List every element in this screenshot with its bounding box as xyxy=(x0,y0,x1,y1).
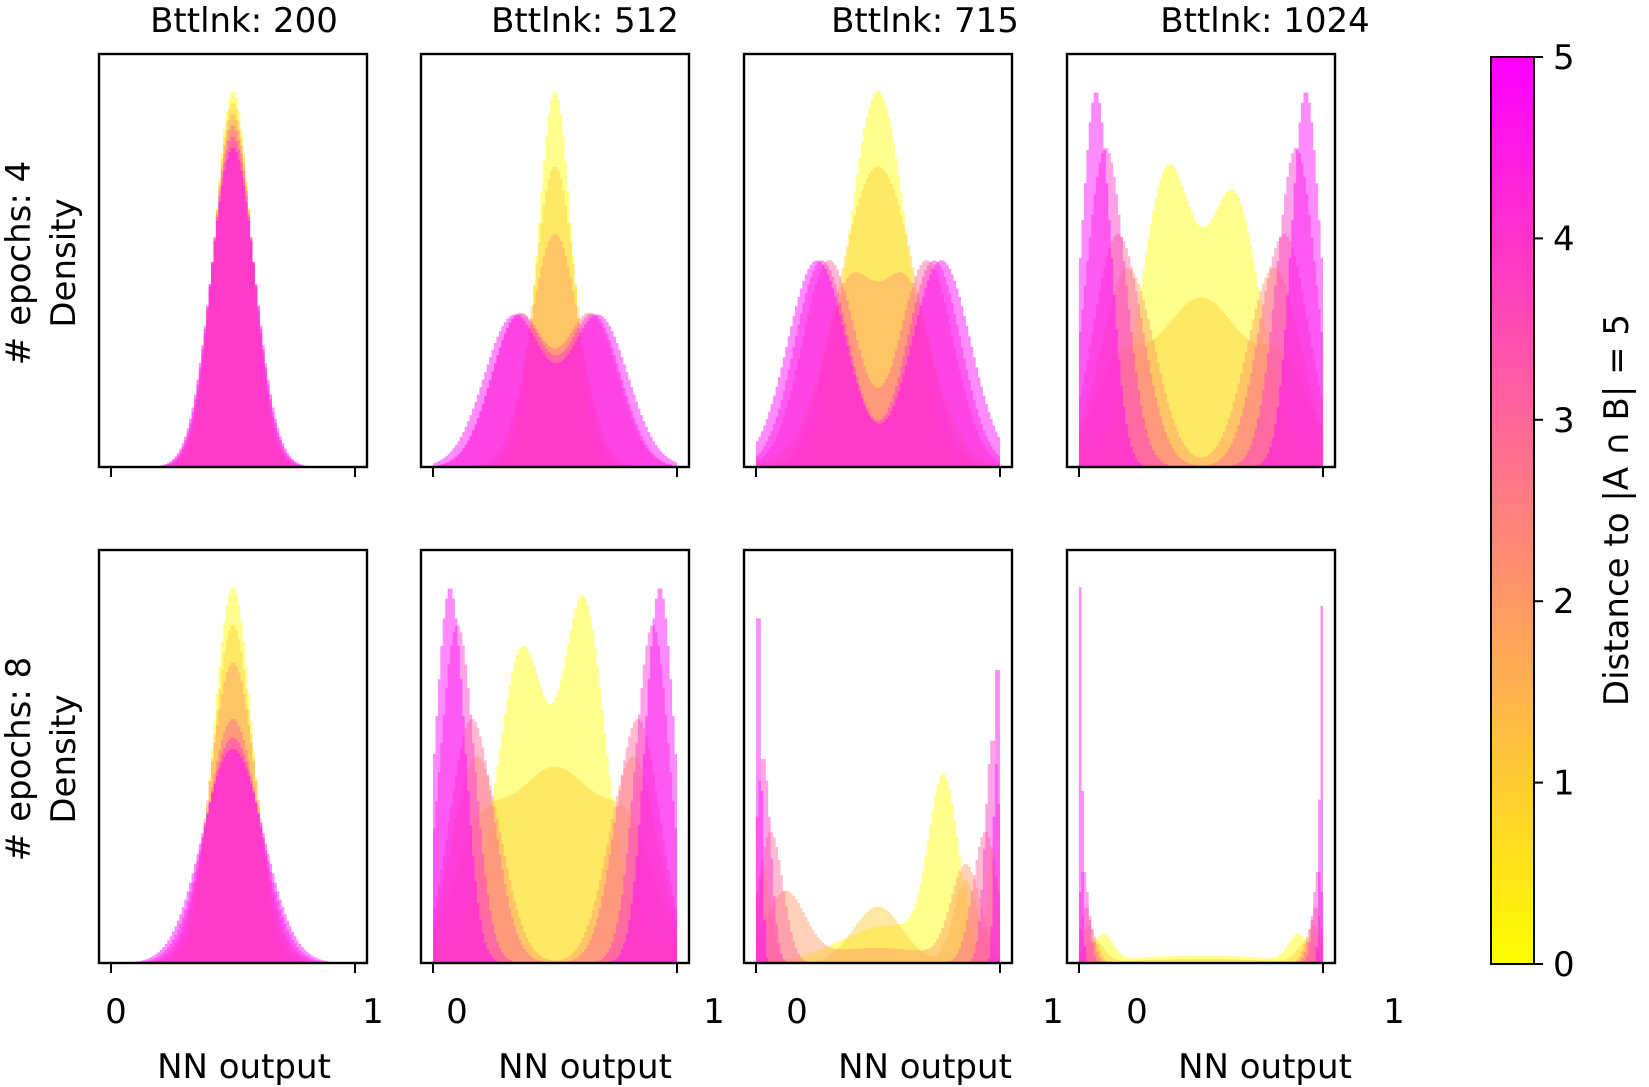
colorbar-tick-label-1: 1 xyxy=(1553,764,1575,804)
row-label-2-line2: Density xyxy=(44,694,84,823)
histogram-d3 xyxy=(1079,234,1323,467)
histogram-d2 xyxy=(1079,268,1323,467)
colorbar-ticks xyxy=(1534,56,1543,965)
histogram-d3 xyxy=(111,718,355,963)
panel-frame xyxy=(742,52,1014,469)
column-title-2: Bttlnk: 512 xyxy=(491,1,679,41)
histogram-d0 xyxy=(433,92,677,467)
histogram-d1 xyxy=(756,166,1000,468)
xtick-label-col3-0: 0 xyxy=(786,992,808,1032)
xlabel-col4: NN output xyxy=(1178,1047,1352,1087)
histogram-d2 xyxy=(1079,925,1323,963)
panel-frame xyxy=(97,548,369,965)
histogram-d5 xyxy=(433,588,677,963)
colorbar-tick-label-2: 2 xyxy=(1553,582,1575,622)
histogram-d1 xyxy=(433,766,677,963)
column-title-3: Bttlnk: 715 xyxy=(831,1,1019,41)
panel-frame xyxy=(419,548,691,965)
histogram-d4 xyxy=(756,260,1000,467)
histogram-d1 xyxy=(756,870,1000,963)
panel-r2-c1 xyxy=(97,548,369,973)
histogram-d5 xyxy=(111,148,355,468)
histogram-d1 xyxy=(1079,939,1323,963)
histogram-d0 xyxy=(111,92,355,467)
colorbar-tick-label-3: 3 xyxy=(1553,401,1575,441)
xlabel-col1: NN output xyxy=(157,1047,331,1087)
xtick-label-col4-0: 0 xyxy=(1126,992,1148,1032)
histogram-d3 xyxy=(756,260,1000,467)
xlabel-col2: NN output xyxy=(498,1047,672,1087)
histogram-d2 xyxy=(756,272,1000,467)
colorbar-tick-label-4: 4 xyxy=(1553,219,1575,259)
histogram-d4 xyxy=(433,313,677,467)
colorbar-label: Distance to |A ∩ B| = 5 xyxy=(1597,314,1637,706)
panel-r2-c2 xyxy=(419,548,691,973)
histogram-d2 xyxy=(756,863,1000,963)
histogram-d0 xyxy=(1079,933,1323,963)
histogram-d0 xyxy=(756,773,1000,963)
histogram-d2 xyxy=(433,234,677,467)
xtick-label-col2-1: 1 xyxy=(703,992,725,1032)
histogram-d4 xyxy=(433,625,677,963)
histogram-d1 xyxy=(111,103,355,467)
column-title-1: Bttlnk: 200 xyxy=(150,1,338,41)
panel-r2-c4 xyxy=(1065,548,1337,973)
panel-frame xyxy=(1065,52,1337,469)
histogram-d3 xyxy=(433,719,677,963)
histogram-d5 xyxy=(433,314,677,467)
panel-r1-c3 xyxy=(742,52,1014,477)
histogram-d3 xyxy=(433,312,677,467)
histogram-d3 xyxy=(756,832,1000,963)
panel-frame xyxy=(97,52,369,469)
colorbar-tick-label-5: 5 xyxy=(1553,38,1575,78)
histogram-d3 xyxy=(111,125,355,467)
histogram-d1 xyxy=(1079,297,1323,467)
xtick-label-col3-1: 1 xyxy=(1042,992,1064,1032)
colorbar xyxy=(1490,56,1535,965)
xtick-label-col4-1: 1 xyxy=(1383,992,1405,1032)
histogram-d5 xyxy=(1079,587,1323,963)
histogram-d1 xyxy=(111,625,355,963)
histogram-d0 xyxy=(433,595,677,963)
histogram-d2 xyxy=(111,114,355,467)
panel-frame xyxy=(419,52,691,469)
panels xyxy=(97,52,1337,973)
histogram-d2 xyxy=(111,662,355,963)
xtick-label-col2-0: 0 xyxy=(446,992,468,1032)
xlabel-col3: NN output xyxy=(838,1047,1012,1087)
histogram-d2 xyxy=(433,756,677,963)
panel-r1-c2 xyxy=(419,52,691,477)
xtick-label-col1-1: 1 xyxy=(362,992,384,1032)
xtick-label-col1-0: 0 xyxy=(105,992,127,1032)
panel-r1-c4 xyxy=(1065,52,1337,477)
panel-frame xyxy=(1065,548,1337,965)
histogram-d1 xyxy=(433,166,677,468)
histogram-d0 xyxy=(756,91,1000,467)
row-label-1-line1: # epochs: 4 xyxy=(0,161,39,365)
panel-r2-c3 xyxy=(742,548,1014,973)
histogram-d4 xyxy=(111,136,355,467)
histogram-d0 xyxy=(1079,164,1323,467)
histogram-d4 xyxy=(1079,148,1323,468)
row-label-2-line1: # epochs: 8 xyxy=(0,657,39,861)
colorbar-tick-label-0: 0 xyxy=(1553,945,1575,985)
panel-frame xyxy=(742,548,1014,965)
row-label-1-line2: Density xyxy=(44,198,84,327)
histogram-d5 xyxy=(1079,92,1323,467)
histogram-d0 xyxy=(111,587,355,963)
column-title-4: Bttlnk: 1024 xyxy=(1160,1,1369,41)
histogram-d4 xyxy=(111,737,355,963)
panel-r1-c1 xyxy=(97,52,369,477)
histogram-d5 xyxy=(111,748,355,963)
histogram-d5 xyxy=(756,260,1000,467)
